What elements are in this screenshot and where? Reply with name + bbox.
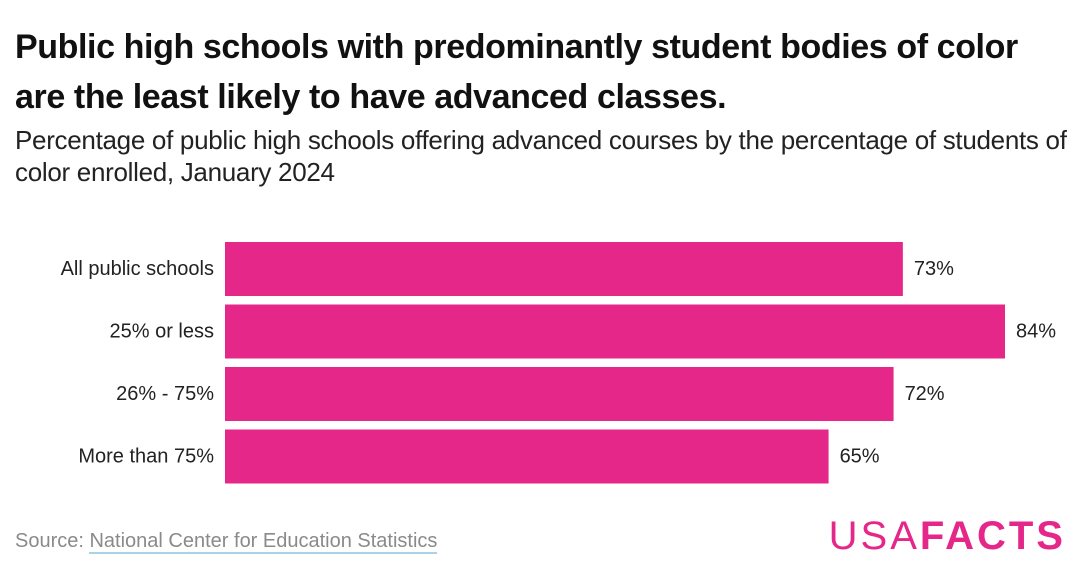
bar [225, 242, 903, 296]
usafacts-logo: USAFACTS [829, 514, 1066, 559]
category-label: All public schools [61, 258, 214, 280]
bar [225, 429, 829, 484]
chart-subtitle: Percentage of public high schools offeri… [15, 125, 1067, 187]
value-label: 65% [840, 446, 880, 468]
bar [225, 367, 894, 421]
bar-chart: All public schools 73% 25% or less 84% 26% -… [61, 242, 1056, 484]
category-label: 25% or less [110, 321, 215, 343]
value-label: 84% [1016, 321, 1056, 343]
source-prefix: Source: [15, 530, 90, 552]
logo-usa-text: USA [828, 514, 920, 558]
category-label: 26% - 75% [116, 383, 214, 405]
value-label: 73% [914, 258, 954, 280]
logo-facts-text: FACTS [919, 514, 1066, 558]
source-note: Source: National Center for Education St… [15, 530, 438, 554]
source-link[interactable]: National Center for Education Statistics [89, 530, 438, 554]
category-label: More than 75% [78, 446, 214, 468]
chart-title: Public high schools with predominantly s… [15, 28, 1018, 116]
bar [225, 304, 1005, 359]
value-label: 72% [905, 383, 945, 405]
